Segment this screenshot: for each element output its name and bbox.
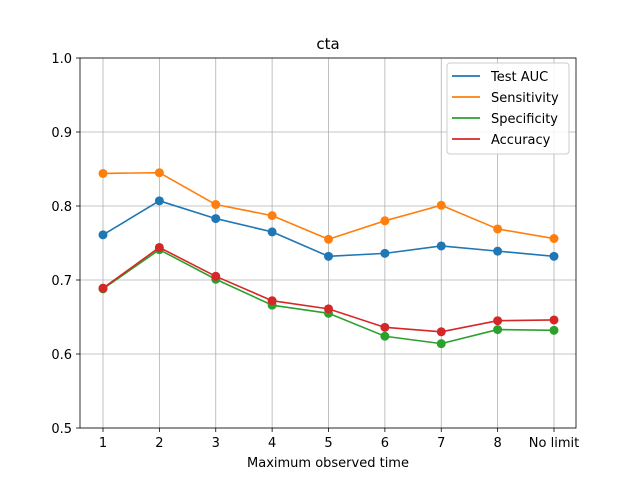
y-tick-label: 0.9	[51, 126, 72, 141]
legend-label-test-auc: Test AUC	[490, 70, 548, 85]
data-point-specificity	[549, 325, 559, 335]
x-tick-label: 7	[437, 436, 445, 451]
legend-label-sensitivity: Sensitivity	[491, 91, 559, 106]
legend-label-accuracy: Accuracy	[491, 133, 551, 148]
data-point-specificity	[436, 339, 446, 349]
data-point-sensitivity	[154, 168, 164, 178]
plot-frame	[79, 57, 577, 429]
data-point-accuracy	[211, 271, 221, 281]
series-test-auc	[98, 196, 559, 261]
chart-title: cta	[316, 35, 339, 53]
data-point-accuracy	[267, 296, 277, 306]
x-tick-label: 8	[493, 436, 501, 451]
x-tick-label: No limit	[529, 436, 579, 451]
data-point-sensitivity	[493, 224, 503, 234]
data-point-accuracy	[493, 316, 503, 326]
data-point-sensitivity	[324, 234, 333, 244]
data-point-accuracy	[380, 322, 390, 332]
data-point-test-auc	[436, 241, 446, 251]
data-point-test-auc	[154, 196, 164, 206]
x-tick-label: 3	[212, 436, 220, 451]
data-point-test-auc	[324, 251, 333, 261]
series-group	[98, 168, 559, 349]
legend: Test AUC Sensitivity Specificity Accuracy	[446, 62, 570, 155]
data-point-test-auc	[380, 248, 390, 258]
data-point-test-auc	[549, 251, 559, 261]
series-sensitivity	[98, 168, 559, 244]
data-point-test-auc	[98, 230, 108, 240]
y-axis: 0.5 0.6 0.7 0.8 0.9 1.0	[51, 52, 80, 437]
x-tick-label: 2	[155, 436, 163, 451]
x-tick-label: 6	[381, 436, 389, 451]
y-tick-label: 0.5	[51, 422, 72, 437]
y-tick-label: 1.0	[51, 52, 72, 67]
x-tick-label: 1	[99, 436, 107, 451]
legend-box	[446, 62, 570, 155]
data-point-sensitivity	[211, 200, 221, 210]
x-tick-label: 5	[324, 436, 332, 451]
data-point-test-auc	[267, 227, 277, 237]
data-point-accuracy	[436, 327, 446, 337]
data-point-accuracy	[98, 283, 108, 293]
data-point-sensitivity	[98, 168, 108, 178]
data-point-sensitivity	[267, 211, 277, 221]
x-axis-title: Maximum observed time	[247, 456, 409, 471]
data-point-test-auc	[211, 214, 221, 224]
data-point-sensitivity	[436, 200, 446, 210]
data-point-accuracy	[549, 315, 559, 325]
x-axis: 1 2 3 4 5 6 7 8 No limit	[99, 428, 579, 451]
y-tick-label: 0.6	[51, 348, 72, 363]
data-point-accuracy	[154, 242, 164, 252]
data-point-sensitivity	[380, 216, 390, 226]
data-point-specificity	[493, 325, 503, 335]
y-tick-label: 0.7	[51, 274, 72, 289]
data-point-specificity	[380, 331, 390, 341]
series-accuracy	[98, 242, 559, 337]
data-point-test-auc	[493, 246, 503, 256]
y-tick-label: 0.8	[51, 200, 72, 215]
data-point-sensitivity	[549, 234, 559, 244]
legend-label-specificity: Specificity	[491, 112, 558, 127]
x-tick-label: 4	[268, 436, 276, 451]
data-point-accuracy	[324, 304, 333, 314]
